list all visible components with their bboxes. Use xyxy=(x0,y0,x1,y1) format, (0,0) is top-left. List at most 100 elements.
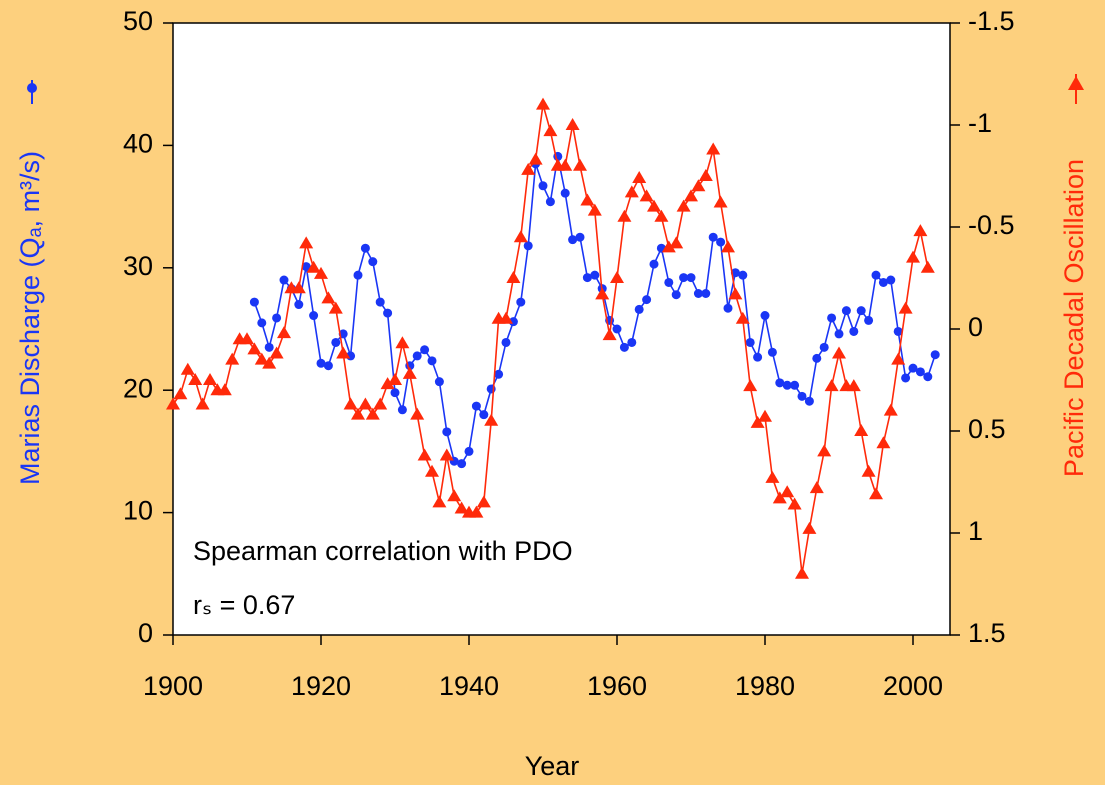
point xyxy=(513,230,528,243)
point xyxy=(841,306,851,316)
point xyxy=(647,199,661,212)
point xyxy=(336,346,351,359)
point xyxy=(782,380,792,390)
point xyxy=(375,297,385,307)
x-tick-label: 1900 xyxy=(143,671,203,701)
point xyxy=(432,495,447,508)
y2-tick-label: -0.5 xyxy=(968,210,1015,240)
point xyxy=(728,287,743,300)
point xyxy=(306,260,321,273)
point xyxy=(442,427,452,437)
x-tick-label: 1940 xyxy=(439,671,499,701)
point xyxy=(878,277,888,287)
point xyxy=(439,448,454,461)
point xyxy=(913,224,928,237)
point xyxy=(676,199,691,212)
point xyxy=(795,566,809,579)
y2-axis-label: Pacific Decadal Oscillation xyxy=(1059,159,1089,477)
point xyxy=(679,273,689,283)
point xyxy=(484,413,499,426)
point xyxy=(906,250,920,263)
point xyxy=(767,347,777,357)
point xyxy=(427,356,437,366)
point xyxy=(610,271,624,283)
plot-frame xyxy=(172,22,951,636)
point xyxy=(558,158,573,171)
y-tick-label: 10 xyxy=(123,496,153,526)
point xyxy=(508,317,518,327)
point xyxy=(294,300,304,310)
point xyxy=(395,336,410,349)
point xyxy=(804,396,814,406)
point xyxy=(698,169,713,181)
point xyxy=(516,297,526,307)
point xyxy=(323,361,333,371)
point xyxy=(388,373,402,385)
point xyxy=(639,189,654,202)
point xyxy=(735,311,750,324)
point xyxy=(536,97,550,110)
point xyxy=(649,259,659,269)
point xyxy=(750,415,765,428)
point xyxy=(930,350,940,360)
point xyxy=(915,367,925,377)
point xyxy=(627,337,637,347)
point xyxy=(780,485,795,498)
point xyxy=(854,424,869,436)
point xyxy=(521,162,536,175)
point xyxy=(314,266,328,279)
point xyxy=(301,262,311,272)
point xyxy=(753,352,763,362)
point xyxy=(817,444,832,457)
x-tick-label: 1960 xyxy=(587,671,647,701)
point xyxy=(582,273,592,283)
point xyxy=(595,287,610,300)
point xyxy=(365,407,380,420)
point xyxy=(402,366,417,379)
point xyxy=(353,270,363,280)
point xyxy=(499,311,513,324)
point xyxy=(701,289,711,299)
point xyxy=(691,179,706,192)
point xyxy=(545,197,555,207)
point xyxy=(856,306,866,316)
point xyxy=(743,379,758,392)
point xyxy=(619,342,629,352)
point xyxy=(846,379,861,392)
point xyxy=(434,377,444,387)
point xyxy=(568,235,578,245)
point xyxy=(886,275,896,285)
point xyxy=(573,158,587,171)
x-tick-label: 1920 xyxy=(291,671,351,701)
point xyxy=(908,363,918,373)
annotation: Spearman correlation with PDO xyxy=(193,536,573,566)
point xyxy=(543,124,558,137)
point xyxy=(360,243,370,253)
point xyxy=(669,236,684,249)
point xyxy=(506,271,521,283)
point xyxy=(264,342,274,352)
point xyxy=(923,372,933,382)
point xyxy=(706,142,721,155)
point xyxy=(249,297,259,307)
point xyxy=(188,373,203,385)
point xyxy=(254,352,269,365)
y2-tick-label: -1.5 xyxy=(968,6,1015,36)
x-tick-label: 1980 xyxy=(735,671,795,701)
point xyxy=(410,407,425,420)
point xyxy=(713,195,728,208)
point xyxy=(634,304,644,314)
point xyxy=(824,379,839,392)
point xyxy=(664,277,674,287)
point xyxy=(765,470,780,483)
point xyxy=(447,489,462,502)
point xyxy=(624,185,639,198)
point xyxy=(790,380,800,390)
y-tick-label: 50 xyxy=(123,6,153,36)
point xyxy=(832,346,846,359)
point xyxy=(166,397,180,410)
y2-tick-label: 0.5 xyxy=(968,414,1006,444)
x-axis-label: Year xyxy=(525,751,580,781)
point xyxy=(642,295,652,305)
